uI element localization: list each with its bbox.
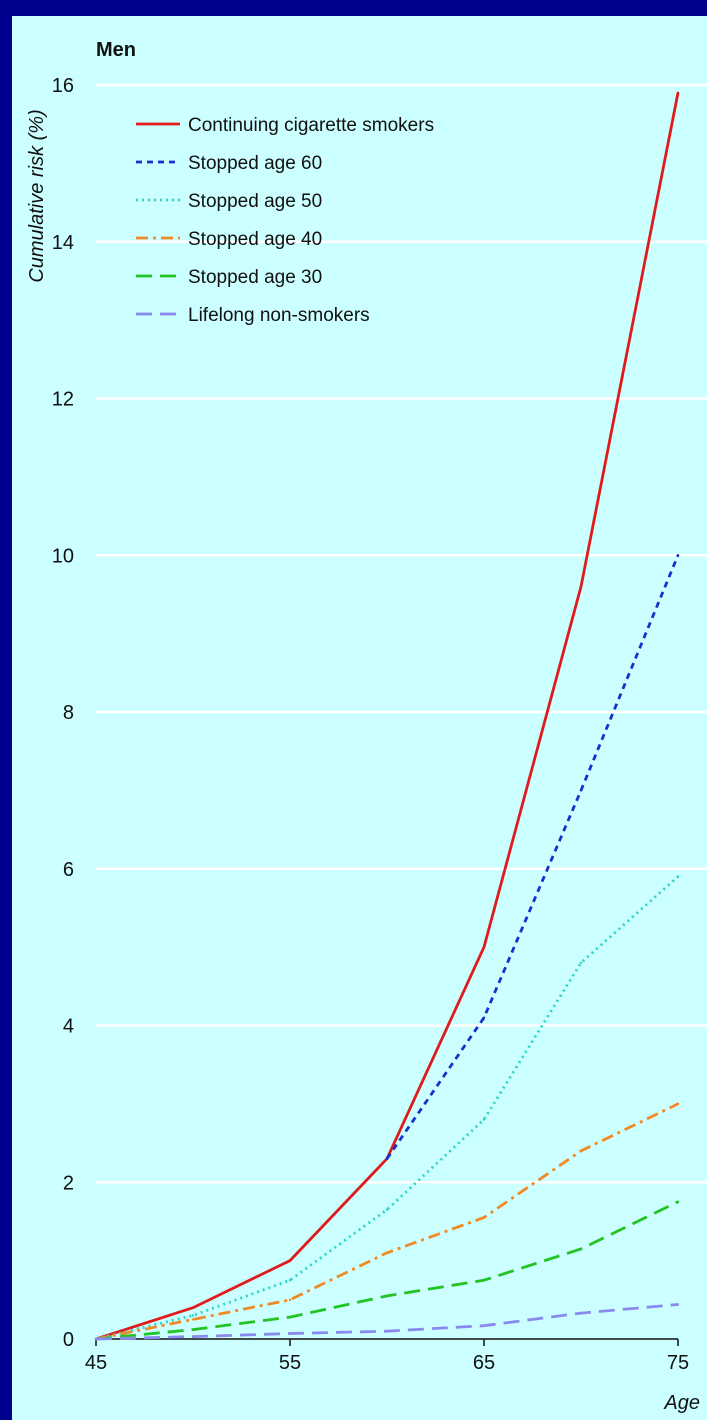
series-2-point-5 xyxy=(579,961,583,964)
legend-label-5: Lifelong non-smokers xyxy=(188,305,370,326)
axes: 0 2 4 6 8 10 12 14 16 45 55 65 75 xyxy=(52,75,689,1374)
y-tick-label-6: 6 xyxy=(63,859,74,881)
series-4-point-4 xyxy=(482,1279,486,1282)
series-1-point-1 xyxy=(482,1016,486,1019)
legend-label-1: Stopped age 60 xyxy=(188,153,322,174)
y-tick-label-4: 4 xyxy=(63,1016,74,1038)
series-3-point-5 xyxy=(579,1149,583,1153)
series-lines xyxy=(94,91,680,1341)
y-tick-label-8: 8 xyxy=(63,702,74,724)
x-tick-label-65: 65 xyxy=(473,1352,495,1374)
series-3-point-2 xyxy=(288,1298,292,1302)
series-5-point-0 xyxy=(94,1337,98,1341)
legend: Continuing cigarette smokers Stopped age … xyxy=(136,115,434,326)
x-tick-label-45: 45 xyxy=(85,1352,107,1374)
series-4-point-1 xyxy=(191,1328,195,1331)
series-1-point-3 xyxy=(676,554,680,557)
y-tick-label-12: 12 xyxy=(52,389,74,411)
line-chart: 0 2 4 6 8 10 12 14 16 45 55 65 75 Continuing cigaret… xyxy=(12,16,707,1420)
y-tick-label-10: 10 xyxy=(52,545,74,567)
series-0-point-5 xyxy=(579,585,583,588)
legend-label-3: Stopped age 40 xyxy=(188,229,322,250)
legend-label-2: Stopped age 50 xyxy=(188,191,322,212)
gridlines xyxy=(96,83,707,1184)
legend-label-0: Continuing cigarette smokers xyxy=(188,115,434,136)
series-4-point-5 xyxy=(579,1247,583,1251)
series-2-point-2 xyxy=(288,1279,292,1282)
series-5-point-3 xyxy=(385,1329,389,1333)
series-5-point-4 xyxy=(482,1324,486,1327)
legend-label-4: Stopped age 30 xyxy=(188,267,322,288)
y-tick-label-14: 14 xyxy=(52,232,74,254)
y-axis-title: Cumulative risk (%) xyxy=(26,109,48,282)
y-tick-label-16: 16 xyxy=(52,75,74,97)
series-5-point-1 xyxy=(191,1335,195,1338)
series-3-point-3 xyxy=(385,1251,389,1254)
series-1-point-0 xyxy=(385,1157,389,1160)
series-0-point-6 xyxy=(676,91,680,95)
series-4-point-6 xyxy=(676,1200,680,1204)
series-1-point-2 xyxy=(579,789,583,792)
series-3-point-1 xyxy=(191,1318,195,1321)
chart-title: Men xyxy=(96,39,136,61)
plot-background xyxy=(12,16,707,1420)
series-3-point-6 xyxy=(676,1102,680,1106)
series-4-point-3 xyxy=(385,1294,389,1298)
series-2-point-4 xyxy=(482,1118,486,1121)
series-0-point-1 xyxy=(191,1306,195,1309)
y-tick-label-0: 0 xyxy=(63,1329,74,1351)
x-tick-label-55: 55 xyxy=(279,1352,301,1374)
series-5-point-2 xyxy=(288,1332,292,1335)
series-2-point-1 xyxy=(191,1314,195,1317)
chart-frame: 0 2 4 6 8 10 12 14 16 45 55 65 75 Continuing cigaret… xyxy=(12,16,707,1420)
series-2-point-6 xyxy=(676,875,680,878)
series-0-point-2 xyxy=(288,1259,292,1262)
x-axis-title: Age xyxy=(663,1392,700,1414)
series-2-point-3 xyxy=(385,1208,389,1211)
x-tick-label-75: 75 xyxy=(667,1352,689,1374)
series-0-point-4 xyxy=(482,945,486,949)
series-5-point-6 xyxy=(676,1303,680,1306)
series-5-point-5 xyxy=(579,1311,583,1315)
series-3-point-4 xyxy=(482,1216,486,1219)
y-tick-label-2: 2 xyxy=(63,1172,74,1194)
series-4-point-2 xyxy=(288,1315,292,1319)
